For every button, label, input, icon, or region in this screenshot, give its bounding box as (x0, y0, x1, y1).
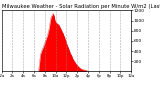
Text: Milwaukee Weather - Solar Radiation per Minute W/m2 (Last 24 Hours): Milwaukee Weather - Solar Radiation per … (2, 4, 160, 9)
